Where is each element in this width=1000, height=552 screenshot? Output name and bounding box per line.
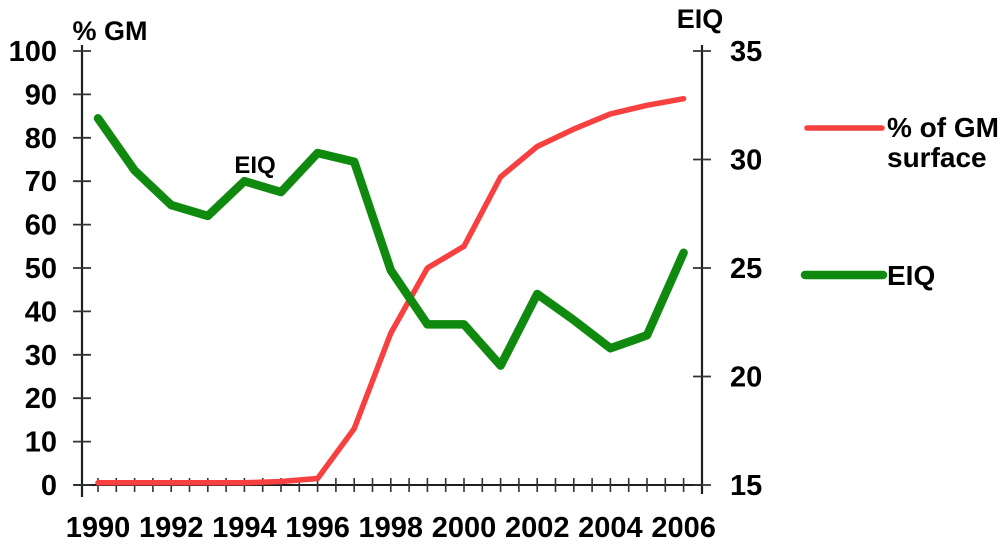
series-line-eiq <box>93 114 688 370</box>
right-axis-tick-label: 30 <box>730 145 762 177</box>
right-axis-tick-label: 35 <box>730 36 762 68</box>
x-axis-tick-label: 1996 <box>285 512 350 544</box>
axes-layer: 0 10 20 30 40 50 60 70 80 90 100 15 20 25 30 35 1990 1992… <box>9 36 763 544</box>
legend: % of GM surface EIQ <box>800 112 999 291</box>
x-axis-tick-label: 1992 <box>139 512 204 544</box>
left-axis-tick-label: 70 <box>25 166 57 198</box>
left-axis-tick-label: 50 <box>25 253 57 285</box>
left-axis-tick-label: 40 <box>25 296 57 328</box>
x-axis-tick-label: 2004 <box>578 512 643 544</box>
left-axis-tick-label: 80 <box>25 123 57 155</box>
right-axis-tick-label: 25 <box>730 253 762 285</box>
x-axis-tick-label: 2002 <box>505 512 570 544</box>
x-axis-tick-label: 1990 <box>66 512 131 544</box>
left-axis-tick-label: 90 <box>25 79 57 111</box>
x-axis-tick-label: 1994 <box>212 512 277 544</box>
right-axis-tick-label: 15 <box>730 470 762 502</box>
left-axis-tick-label: 30 <box>25 340 57 372</box>
legend-gm-label-line2: surface <box>887 142 987 173</box>
x-axis-tick-label: 1998 <box>359 512 424 544</box>
left-axis-tick-label: 0 <box>41 470 57 502</box>
legend-eiq-label: EIQ <box>887 260 935 291</box>
series-line-gm-surface <box>95 95 687 486</box>
series-layer <box>93 95 688 486</box>
eiq-annotation: EIQ <box>234 152 275 179</box>
left-axis-title: % GM <box>72 16 147 46</box>
left-axis-tick-label: 20 <box>25 383 57 415</box>
x-axis-tick-label: 2000 <box>432 512 497 544</box>
left-axis-tick-label: 60 <box>25 210 57 242</box>
left-axis-tick-label: 100 <box>9 36 57 68</box>
right-axis-tick-label: 20 <box>730 362 762 394</box>
left-axis-tick-label: 10 <box>25 427 57 459</box>
legend-gm-label-line1: % of GM <box>887 112 999 143</box>
x-axis-tick-label: 2006 <box>651 512 716 544</box>
right-axis-title: EIQ <box>677 4 724 34</box>
